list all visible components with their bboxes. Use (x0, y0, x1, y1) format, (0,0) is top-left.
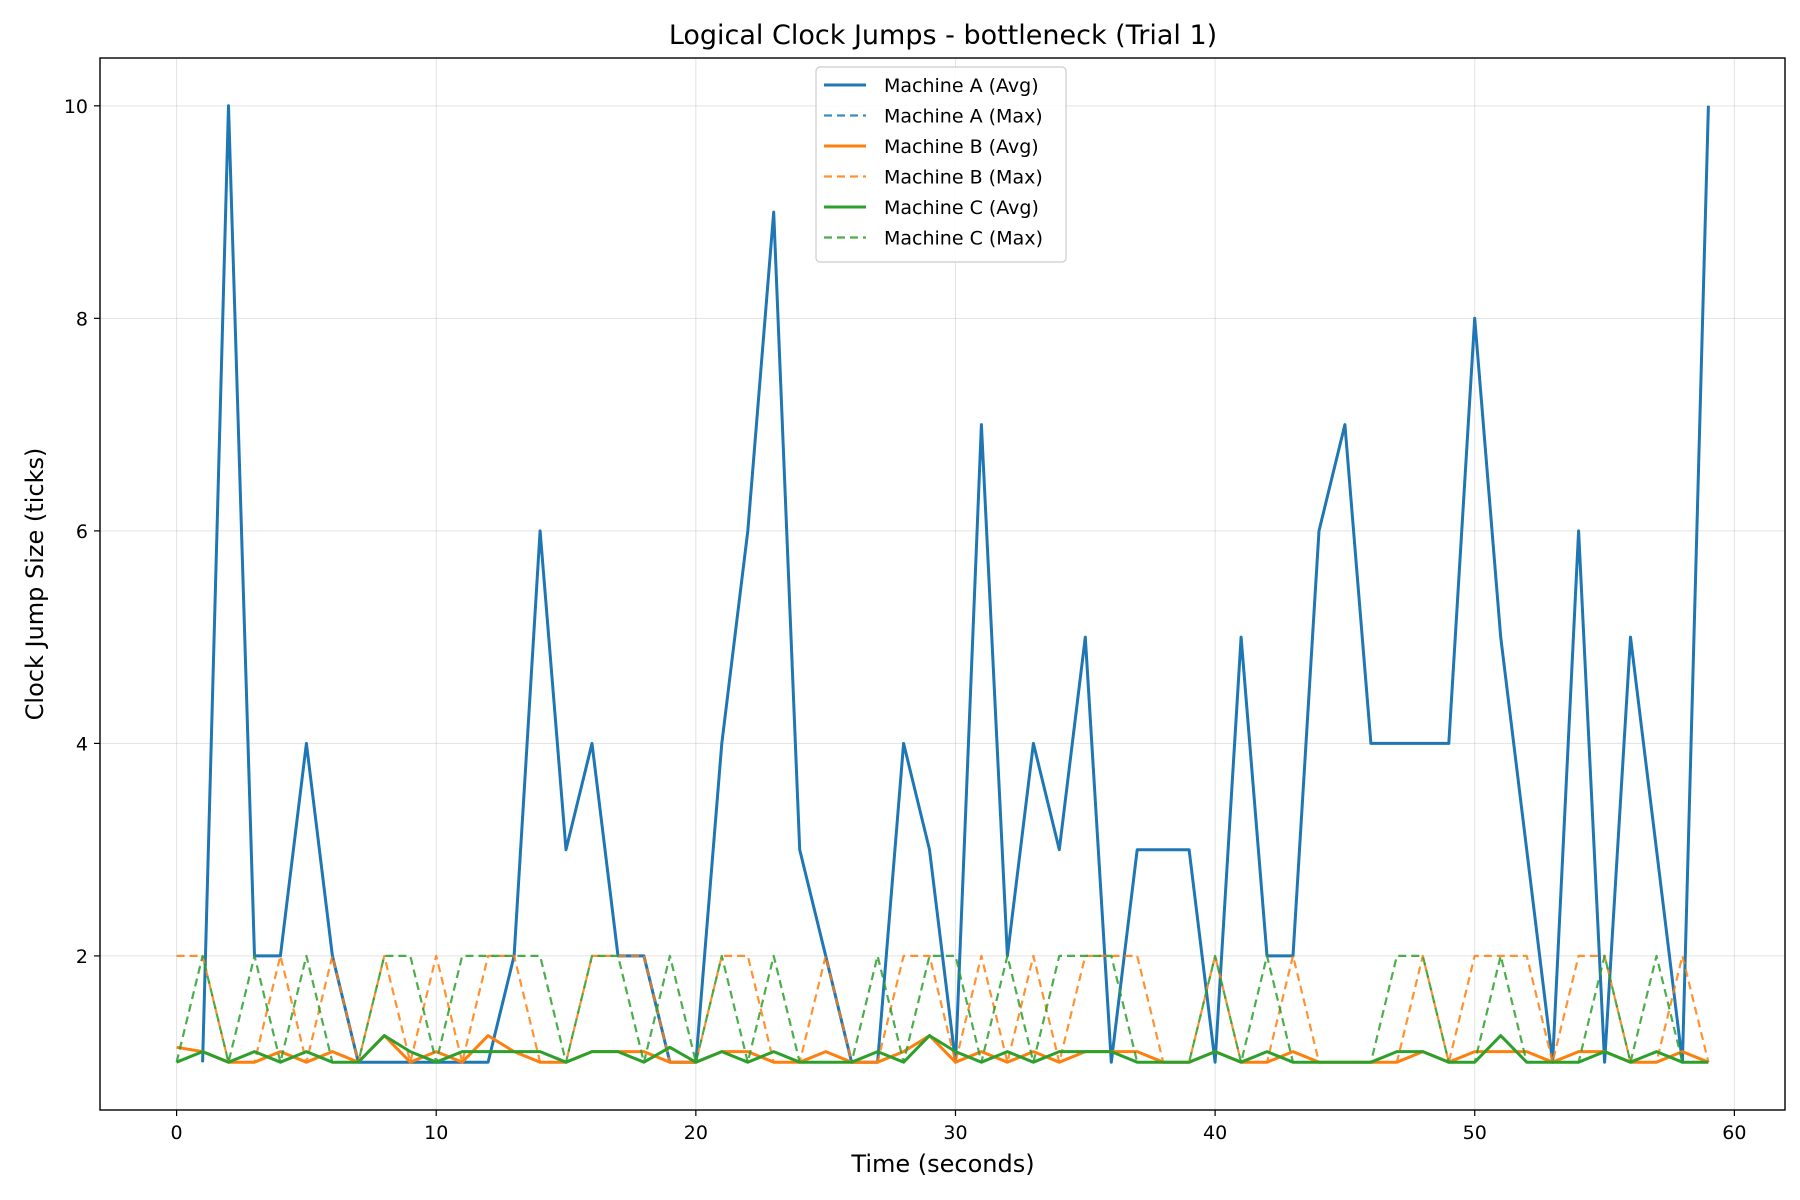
series-line-machine-c-avg (176, 1034, 1709, 1064)
x-tick-label: 50 (1463, 1122, 1487, 1144)
plot-frame (99, 57, 1786, 1111)
x-tick-label: 0 (171, 1122, 183, 1144)
y-tick-label: 8 (76, 308, 88, 330)
y-tick-label: 10 (64, 96, 88, 118)
series-line-machine-b-max (176, 954, 1710, 1064)
legend-label: Machine C (Avg) (884, 197, 1039, 219)
legend-label: Machine B (Avg) (884, 136, 1039, 158)
legend-label: Machine A (Avg) (884, 75, 1039, 97)
legend-label: Machine A (Max) (884, 106, 1043, 128)
y-tick-label: 2 (76, 946, 88, 968)
x-tick-label: 40 (1203, 1122, 1227, 1144)
legend-box (815, 66, 1067, 263)
x-axis-label: Time (seconds) (850, 1150, 1034, 1178)
y-tick-label: 6 (76, 521, 88, 543)
x-tick-label: 20 (684, 1122, 708, 1144)
series-lines (175, 104, 1710, 1064)
axis-ticks: 0 10 20 30 40 50 60 2 4 6 8 10 (64, 96, 1747, 1144)
x-tick-label: 60 (1722, 1122, 1746, 1144)
legend-label: Machine B (Max) (884, 167, 1043, 189)
y-tick-label: 4 (76, 733, 88, 755)
legend: Machine A (Avg) Machine A (Max) Machine B … (815, 66, 1067, 263)
series-line-machine-b-avg (176, 1034, 1709, 1064)
x-tick-label: 10 (424, 1122, 448, 1144)
grid-lines (100, 58, 1785, 1110)
y-axis-label: Clock Jump Size (ticks) (21, 448, 49, 721)
legend-label: Machine C (Max) (884, 228, 1043, 250)
chart-title: Logical Clock Jumps - bottleneck (Trial … (669, 20, 1217, 51)
x-tick-label: 30 (943, 1122, 967, 1144)
